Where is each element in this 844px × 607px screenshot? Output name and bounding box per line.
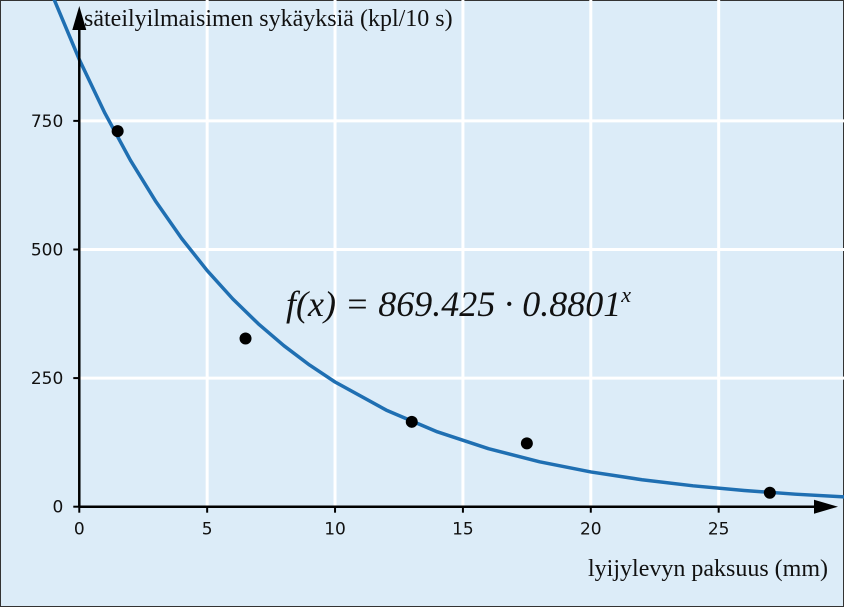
fit-curve	[52, 0, 844, 499]
grid	[79, 0, 844, 507]
data-point	[520, 437, 533, 450]
annotation-exponent: x	[620, 282, 631, 307]
x-tick-label: 0	[74, 520, 85, 540]
x-axis-label: lyijylevyn paksuus (mm)	[588, 556, 828, 582]
y-tick-label: 500	[31, 240, 63, 260]
x-tick-label: 15	[452, 520, 474, 540]
data-point	[111, 125, 124, 138]
y-tick-label: 250	[31, 369, 63, 389]
x-tick-label: 20	[580, 520, 602, 540]
data-point	[239, 332, 252, 345]
annotation: f(x) = 869.425 · 0.8801x	[286, 282, 631, 324]
points	[111, 125, 776, 499]
y-tick-label: 0	[52, 498, 63, 518]
x-axis-arrow	[814, 499, 838, 514]
curve-layer	[52, 0, 844, 499]
data-point	[405, 415, 418, 428]
y-axis-label: säteilyilmaisimen sykäyksiä (kpl/10 s)	[84, 6, 453, 32]
y-tick-label: 750	[31, 112, 63, 132]
data-point	[763, 486, 776, 499]
x-tick-label: 5	[202, 520, 213, 540]
annotation-function: f(x) = 869.425 · 0.8801	[286, 284, 621, 324]
y-axis-arrow	[72, 6, 87, 30]
x-tick-label: 10	[324, 520, 346, 540]
x-tick-label: 25	[708, 520, 730, 540]
